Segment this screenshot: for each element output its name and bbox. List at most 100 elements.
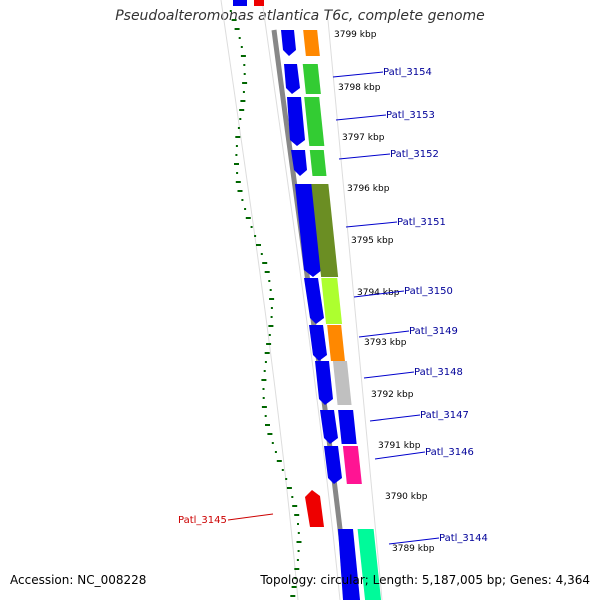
gene-leader-line-reverse bbox=[227, 513, 274, 521]
gene-leader-line bbox=[358, 330, 410, 338]
gc-dot bbox=[263, 370, 266, 372]
gene-label[interactable]: Patl_3154 bbox=[383, 67, 432, 78]
gene-leader-line bbox=[335, 114, 387, 121]
gene-arrow-partial-top bbox=[233, 0, 247, 6]
gene-leader-line bbox=[388, 537, 440, 545]
gc-dot bbox=[238, 37, 241, 39]
gene-arrow bbox=[315, 361, 333, 405]
gc-dot bbox=[286, 487, 292, 489]
gc-dot bbox=[296, 559, 299, 561]
inner-band-line-left bbox=[261, 0, 341, 600]
gc-dot bbox=[269, 289, 272, 291]
gene-label[interactable]: Patl_3153 bbox=[386, 110, 435, 121]
gene-label[interactable]: Patl_3148 bbox=[414, 367, 463, 378]
gc-dot bbox=[262, 388, 265, 390]
gc-dot bbox=[294, 577, 297, 579]
kbp-label: 3791 kbp bbox=[378, 441, 421, 451]
gene-arrow bbox=[295, 184, 322, 277]
gene-arrow bbox=[309, 325, 327, 361]
gc-dot bbox=[235, 154, 238, 156]
gene-label[interactable]: Patl_3146 bbox=[425, 447, 474, 458]
cog-bar-blue bbox=[338, 410, 357, 444]
gc-dot bbox=[264, 352, 270, 354]
gc-dot bbox=[236, 172, 239, 174]
cog-bar-green bbox=[309, 150, 327, 176]
gc-dot bbox=[297, 523, 299, 525]
kbp-label: 3799 kbp bbox=[334, 30, 377, 40]
gc-dot bbox=[270, 316, 273, 318]
cog-bar-teal bbox=[357, 529, 382, 600]
kbp-label: 3793 kbp bbox=[364, 338, 407, 348]
kbp-label: 3790 kbp bbox=[385, 492, 428, 502]
gene-label[interactable]: Patl_3151 bbox=[397, 217, 446, 228]
gc-dot bbox=[297, 532, 300, 534]
gene-label[interactable]: Patl_3149 bbox=[409, 326, 458, 337]
gc-dot bbox=[243, 73, 246, 75]
gene-label-reverse[interactable]: Patl_3145 bbox=[178, 515, 227, 526]
outer-band-line bbox=[220, 0, 299, 600]
gc-dot bbox=[240, 55, 246, 57]
gc-dot bbox=[244, 208, 247, 210]
gc-dot bbox=[291, 496, 294, 498]
cog-bar-lime bbox=[321, 278, 343, 324]
gene-arrow bbox=[291, 150, 307, 176]
gc-dot bbox=[254, 235, 257, 237]
gc-dot bbox=[239, 109, 245, 111]
gc-dot bbox=[268, 280, 271, 282]
gc-dot bbox=[264, 361, 267, 363]
gene-leader-line bbox=[369, 414, 421, 422]
gene-leader-line bbox=[353, 290, 405, 298]
gc-content-track bbox=[229, 10, 302, 597]
kbp-label: 3789 kbp bbox=[392, 544, 435, 554]
gene-leader-line bbox=[332, 71, 384, 78]
gc-dot bbox=[243, 64, 246, 66]
gc-dot bbox=[268, 334, 271, 336]
gene-leader-line bbox=[363, 371, 415, 379]
gc-dot bbox=[271, 442, 274, 444]
gc-dot bbox=[264, 415, 267, 417]
gc-dot bbox=[264, 271, 270, 273]
gc-dot bbox=[245, 217, 251, 219]
gc-dot bbox=[250, 226, 253, 228]
cog-bar-olive bbox=[311, 184, 339, 277]
gene-label[interactable]: Patl_3150 bbox=[404, 286, 453, 297]
kbp-label: 3794 kbp bbox=[357, 288, 400, 298]
gene-leader-line bbox=[374, 451, 426, 460]
gc-dot bbox=[294, 568, 300, 570]
genome-summary: Topology: circular; Length: 5,187,005 bp… bbox=[260, 573, 590, 587]
gene-arrow-reverse bbox=[305, 490, 324, 527]
gc-dot bbox=[256, 244, 261, 246]
gc-dot bbox=[229, 10, 232, 12]
gene-arrow bbox=[284, 64, 300, 94]
genome-title: Pseudoalteromonas atlantica T6c, complet… bbox=[115, 8, 485, 24]
gene-label[interactable]: Patl_3152 bbox=[390, 149, 439, 160]
gc-dot bbox=[268, 325, 274, 327]
gc-dot bbox=[270, 307, 273, 309]
accession-label: Accession: NC_008228 bbox=[10, 573, 147, 587]
gc-dot bbox=[265, 424, 270, 426]
gc-dot bbox=[235, 181, 241, 183]
gc-dot bbox=[294, 514, 300, 516]
kbp-tick-labels: 3799 kbp 3798 kbp 3797 kbp 3796 kbp 3795… bbox=[334, 30, 435, 554]
gc-dot bbox=[235, 136, 241, 138]
gc-dot bbox=[237, 127, 240, 129]
gene-arrow bbox=[304, 278, 324, 324]
gc-dot bbox=[262, 262, 268, 264]
gene-leader-line bbox=[338, 153, 391, 160]
gc-dot bbox=[290, 595, 296, 597]
gene-arrow bbox=[281, 30, 296, 56]
gc-dot bbox=[231, 19, 237, 21]
gc-dot bbox=[234, 163, 239, 165]
kbp-label: 3798 kbp bbox=[338, 83, 381, 93]
gene-arrow bbox=[324, 446, 342, 484]
cog-bar-orange bbox=[327, 325, 345, 361]
gene-label[interactable]: Patl_3147 bbox=[420, 410, 469, 421]
gene-label[interactable]: Patl_3144 bbox=[439, 533, 488, 544]
gene-arrow bbox=[287, 97, 305, 146]
gc-dot bbox=[291, 586, 297, 588]
gc-dot bbox=[267, 433, 273, 435]
gc-dot bbox=[266, 343, 272, 345]
gc-dot bbox=[240, 46, 243, 48]
gc-dot bbox=[262, 397, 265, 399]
